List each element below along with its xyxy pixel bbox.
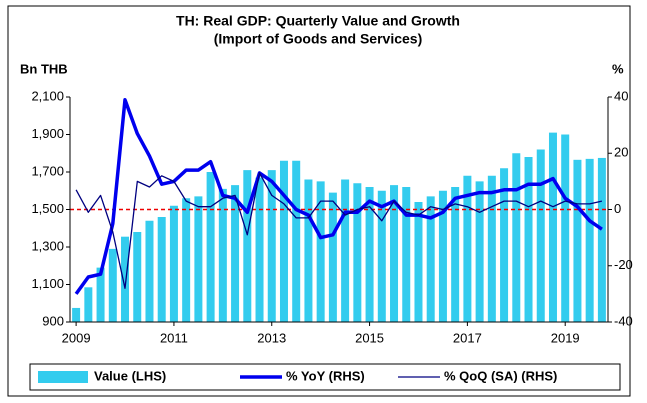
y2-tick-label: 20 <box>614 145 628 160</box>
bar <box>231 185 240 322</box>
bar <box>524 157 533 322</box>
legend-swatch <box>38 371 88 383</box>
x-tick-label: 2015 <box>355 330 384 345</box>
bar <box>133 232 142 322</box>
bar <box>218 188 227 322</box>
bar <box>500 168 509 322</box>
x-tick-label: 2011 <box>160 330 188 345</box>
y-axis-label: Bn THB <box>20 61 68 76</box>
bar <box>548 132 557 322</box>
bar <box>353 183 362 322</box>
bar <box>328 192 337 322</box>
bar <box>414 202 423 322</box>
x-tick-label: 2009 <box>62 330 91 345</box>
bar <box>463 175 472 322</box>
bar <box>475 181 484 322</box>
bar <box>438 190 447 322</box>
legend-label: Value (LHS) <box>94 368 166 383</box>
bar <box>267 170 276 322</box>
bar <box>561 134 570 322</box>
bar <box>573 159 582 322</box>
bar <box>121 236 130 322</box>
legend-label: % YoY (RHS) <box>286 368 365 383</box>
legend <box>29 363 621 391</box>
y-tick-label: 2,100 <box>31 88 64 103</box>
bar <box>292 160 301 322</box>
x-tick-label: 2019 <box>551 330 580 345</box>
y-tick-label: 900 <box>42 313 64 328</box>
y-tick-label: 1,700 <box>31 163 64 178</box>
bar <box>243 170 252 322</box>
line-series <box>74 98 603 295</box>
y2-tick-label: 0 <box>614 201 621 216</box>
bar <box>304 179 313 322</box>
y2-tick-label: 40 <box>614 88 628 103</box>
y-tick-label: 1,900 <box>31 126 64 141</box>
bar <box>169 205 178 322</box>
bar <box>390 185 399 322</box>
y-tick-label: 1,500 <box>31 201 64 216</box>
bar <box>255 177 264 322</box>
chart-title: TH: Real GDP: Quarterly Value and Growth <box>176 13 460 29</box>
legend-label: % QoQ (SA) (RHS) <box>444 368 557 383</box>
y-tick-label: 1,300 <box>31 238 64 253</box>
y2-axis-label: % <box>612 61 624 76</box>
bar <box>512 153 521 322</box>
y2-tick-label: -40 <box>614 313 633 328</box>
bar <box>96 267 105 322</box>
line-series <box>75 172 603 289</box>
bar <box>108 248 117 322</box>
bar <box>279 160 288 322</box>
bar <box>341 179 350 322</box>
bar <box>426 196 435 322</box>
bar <box>402 187 411 322</box>
bar <box>487 175 496 322</box>
bar <box>182 198 191 322</box>
x-tick-label: 2017 <box>453 330 482 345</box>
bar <box>194 196 203 322</box>
bar <box>585 158 594 322</box>
bar <box>365 187 374 322</box>
bar <box>84 287 93 322</box>
bar <box>536 149 545 322</box>
bar <box>72 307 81 322</box>
bar <box>316 181 325 322</box>
y-tick-label: 1,100 <box>31 276 64 291</box>
bar <box>157 217 166 322</box>
bar <box>145 220 154 322</box>
bar <box>206 172 215 322</box>
y2-tick-label: -20 <box>614 257 633 272</box>
chart-subtitle: (Import of Goods and Services) <box>214 31 422 47</box>
x-tick-label: 2013 <box>257 330 286 345</box>
bar <box>377 190 386 322</box>
bar <box>597 157 606 322</box>
bar <box>451 187 460 322</box>
